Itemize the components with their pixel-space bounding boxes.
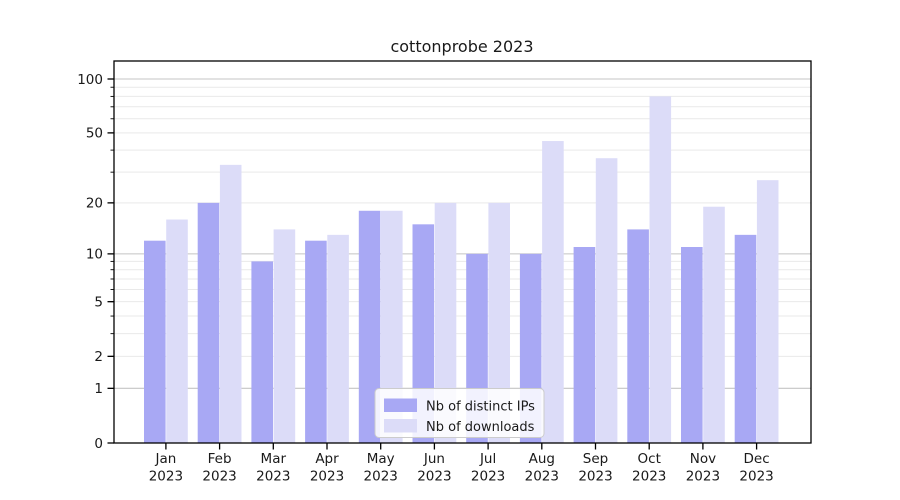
x-tick-label: Jul 2023 — [471, 451, 505, 485]
legend-box — [374, 388, 545, 438]
x-tick-label: Jan 2023 — [149, 451, 183, 485]
bar-downloads — [703, 206, 725, 443]
bar-distinct-ips — [681, 247, 703, 443]
x-tick-label: May 2023 — [364, 451, 398, 485]
bar-distinct-ips — [197, 202, 220, 443]
y-tick-label: 5 — [94, 294, 103, 310]
y-tick-label: 2 — [94, 349, 103, 365]
bar-downloads — [542, 141, 564, 444]
x-tick-label: Apr 2023 — [310, 451, 344, 485]
x-tick-label: Oct 2023 — [632, 451, 666, 485]
bar-downloads — [327, 234, 349, 443]
axis-layer — [107, 60, 812, 450]
bar-distinct-ips — [305, 240, 327, 443]
plot-border — [113, 60, 812, 444]
y-tick-label: 1 — [94, 381, 103, 397]
x-tick-label: Aug 2023 — [525, 451, 559, 485]
x-tick-label: Sep 2023 — [578, 451, 612, 485]
y-tick-label: 50 — [86, 126, 103, 142]
x-tick-label: Nov 2023 — [686, 451, 720, 485]
x-tick-label: Feb 2023 — [202, 451, 236, 485]
bar-downloads — [273, 229, 296, 443]
y-tick-label: 0 — [94, 436, 103, 452]
legend: Nb of distinct IPs Nb of downloads — [374, 388, 545, 438]
bar-downloads — [166, 219, 188, 443]
bar-downloads — [756, 180, 779, 443]
bar-distinct-ips — [144, 240, 166, 443]
bar-distinct-ips — [358, 210, 381, 443]
y-tick-label: 10 — [86, 247, 103, 263]
bar-downloads — [434, 202, 457, 443]
bar-distinct-ips — [734, 234, 757, 443]
label-layer: 0 1 2 5 10 20 50 100 Jan 2023 Feb 2023 Mar 2023 Apr 202… — [77, 72, 774, 485]
x-tick-label: Dec 2023 — [739, 451, 773, 485]
chart-title: cottonprobe 2023 — [390, 37, 533, 56]
bar-downloads — [381, 210, 403, 443]
bar-distinct-ips — [627, 229, 649, 443]
bar-distinct-ips — [573, 247, 596, 443]
y-tick-label: 100 — [77, 72, 103, 88]
bar-downloads — [595, 158, 618, 443]
legend-swatch-downloads — [384, 419, 417, 433]
bar-downloads — [649, 96, 672, 444]
x-tick-label: Jun 2023 — [417, 451, 451, 485]
bar-layer — [144, 96, 779, 444]
legend-label-distinct-ips: Nb of distinct IPs — [426, 400, 535, 415]
bar-distinct-ips — [251, 261, 273, 443]
x-tick-label: Mar 2023 — [256, 451, 290, 485]
bar-downloads — [488, 202, 510, 443]
y-tick-label: 20 — [86, 196, 103, 212]
legend-swatch-distinct-ips — [384, 398, 417, 412]
bar-downloads — [219, 164, 242, 444]
legend-label-downloads: Nb of downloads — [426, 420, 535, 435]
